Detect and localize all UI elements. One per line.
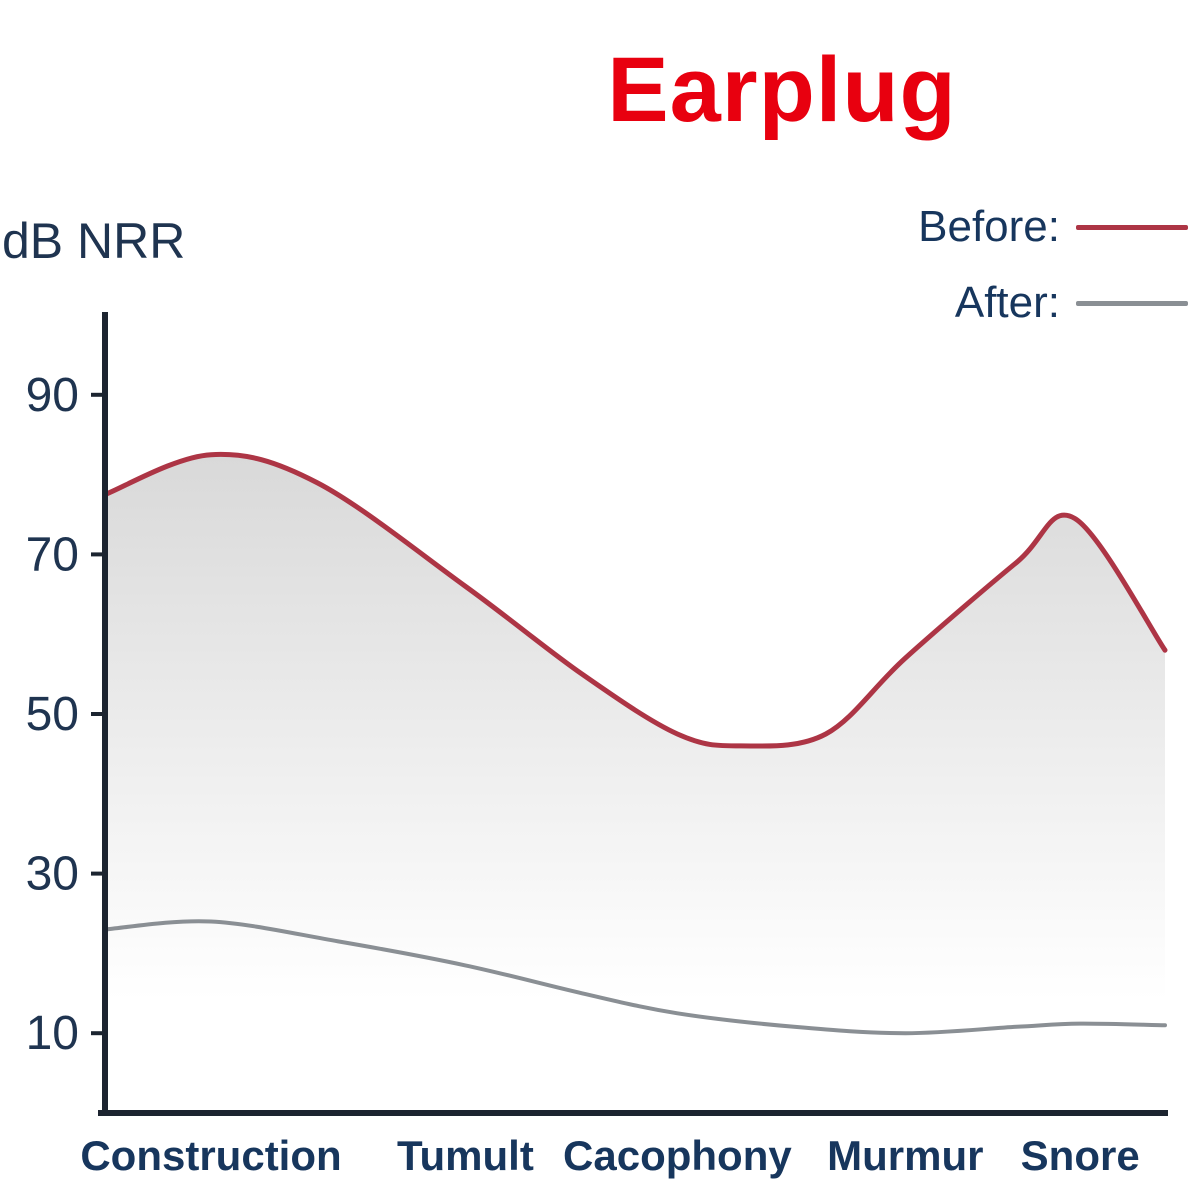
legend-item-after: After: <box>955 278 1188 328</box>
x-category-label: Tumult <box>397 1132 534 1179</box>
legend-label-before: Before: <box>918 202 1060 251</box>
legend-swatch-before <box>1076 224 1188 230</box>
legend-swatch-after <box>1076 300 1188 306</box>
y-tick-label: 30 <box>26 848 79 901</box>
y-tick-label: 10 <box>26 1007 79 1060</box>
legend-label-after: After: <box>954 278 1060 327</box>
y-axis-title: dB NRR <box>2 213 186 269</box>
x-category-label: Construction <box>80 1132 341 1179</box>
legend-item-before: Before: <box>918 202 1188 252</box>
before-area <box>105 454 1165 1113</box>
y-tick-label: 50 <box>26 688 79 741</box>
before-line <box>102 451 1168 749</box>
page-title: Earplug <box>607 39 957 141</box>
y-tick-label: 90 <box>26 369 79 422</box>
x-category-label: Murmur <box>827 1132 983 1179</box>
y-tick-label: 70 <box>26 528 79 581</box>
x-category-label: Snore <box>1021 1132 1140 1179</box>
x-category-label: Cacophony <box>563 1132 792 1179</box>
legend: Before: After: <box>918 202 1188 328</box>
after-line <box>103 919 1167 1036</box>
